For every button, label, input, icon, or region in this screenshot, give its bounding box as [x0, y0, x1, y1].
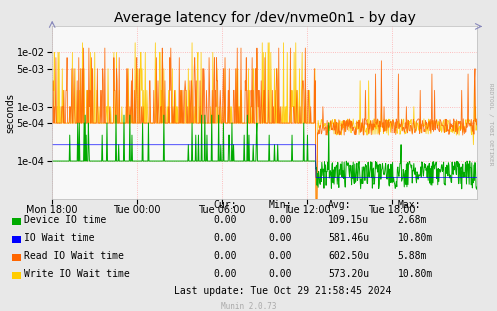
Text: 2.68m: 2.68m	[398, 215, 427, 225]
Text: Avg:: Avg:	[328, 200, 351, 210]
Text: Max:: Max:	[398, 200, 421, 210]
Text: 0.00: 0.00	[268, 233, 292, 243]
Text: 0.00: 0.00	[214, 215, 237, 225]
Text: Last update: Tue Oct 29 21:58:45 2024: Last update: Tue Oct 29 21:58:45 2024	[174, 286, 391, 296]
Text: Munin 2.0.73: Munin 2.0.73	[221, 301, 276, 310]
Text: 581.46u: 581.46u	[328, 233, 369, 243]
Text: Cur:: Cur:	[214, 200, 237, 210]
Text: 5.88m: 5.88m	[398, 251, 427, 261]
Text: 0.00: 0.00	[268, 251, 292, 261]
Text: Write IO Wait time: Write IO Wait time	[24, 269, 130, 279]
Text: IO Wait time: IO Wait time	[24, 233, 94, 243]
Text: RRDTOOL / TOBI OETIKER: RRDTOOL / TOBI OETIKER	[489, 83, 494, 166]
Text: Device IO time: Device IO time	[24, 215, 106, 225]
Y-axis label: seconds: seconds	[5, 93, 15, 133]
Text: 10.80m: 10.80m	[398, 269, 433, 279]
Text: 10.80m: 10.80m	[398, 233, 433, 243]
Text: Read IO Wait time: Read IO Wait time	[24, 251, 124, 261]
Text: 602.50u: 602.50u	[328, 251, 369, 261]
Text: 0.00: 0.00	[214, 251, 237, 261]
Text: 0.00: 0.00	[268, 269, 292, 279]
Text: 109.15u: 109.15u	[328, 215, 369, 225]
Title: Average latency for /dev/nvme0n1 - by day: Average latency for /dev/nvme0n1 - by da…	[114, 11, 415, 25]
Text: 0.00: 0.00	[214, 233, 237, 243]
Text: 0.00: 0.00	[214, 269, 237, 279]
Text: Min:: Min:	[268, 200, 292, 210]
Text: 573.20u: 573.20u	[328, 269, 369, 279]
Text: 0.00: 0.00	[268, 215, 292, 225]
